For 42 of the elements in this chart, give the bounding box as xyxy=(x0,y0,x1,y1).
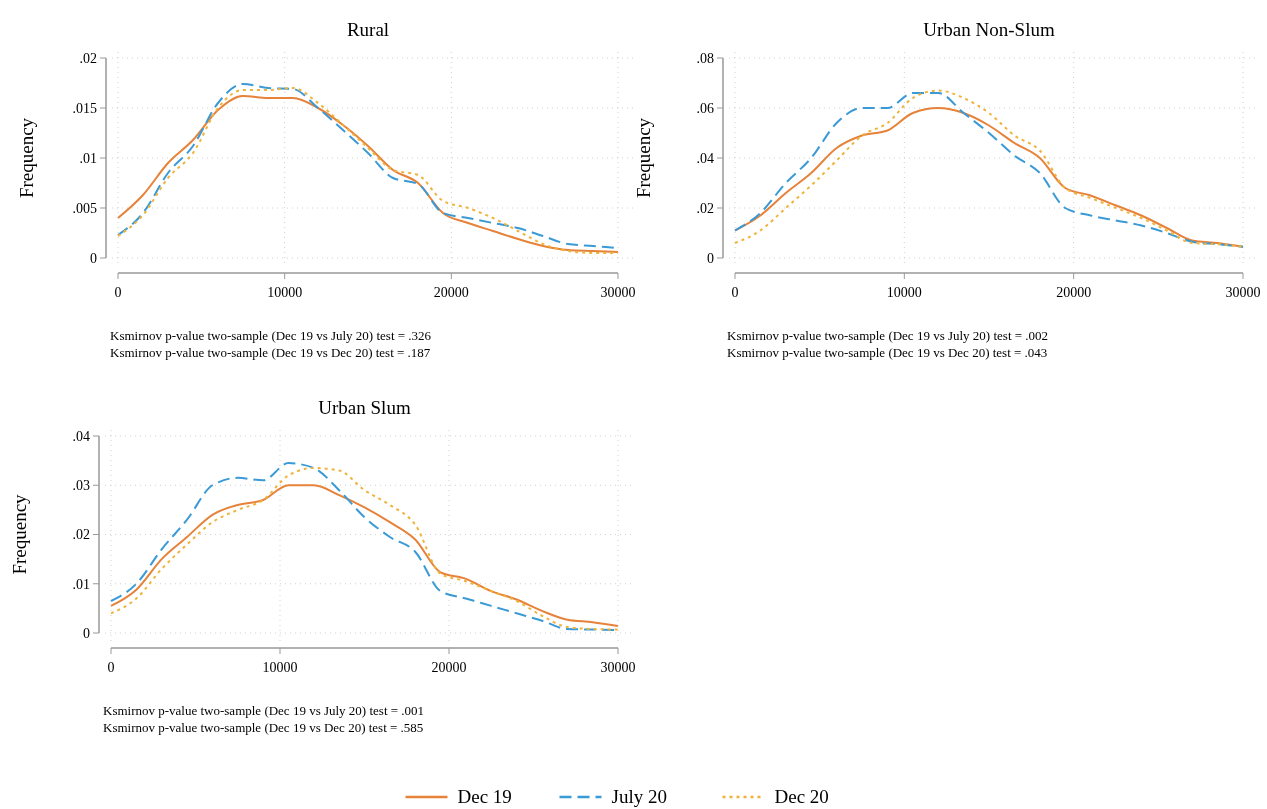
x-tick-label: 0 xyxy=(107,660,115,675)
y-tick-label: .01 xyxy=(72,576,90,592)
y-axis-title: Frequency xyxy=(9,493,30,575)
y-tick-label: .02 xyxy=(696,200,714,216)
text: Ksmirnov p-value two-sample (Dec 19 vs Dec 20) test = .585 xyxy=(103,720,424,735)
y-axis-title: Frequency xyxy=(633,117,654,199)
x-tick-label: 20000 xyxy=(431,660,467,675)
x-tick-label: 30000 xyxy=(1225,285,1261,300)
x-tick-label: 0 xyxy=(731,285,739,300)
y-tick-label: 0 xyxy=(83,625,90,641)
legend-label: Dec 19 xyxy=(457,786,512,807)
x-tick-label: 30000 xyxy=(600,660,636,675)
y-tick-label: .03 xyxy=(72,478,90,494)
y-tick-label: .02 xyxy=(72,527,90,543)
y-tick-label: 0 xyxy=(707,250,714,266)
y-tick-label: .04 xyxy=(72,428,90,444)
x-tick-label: 10000 xyxy=(267,285,303,300)
y-axis-title: Frequency xyxy=(16,117,37,199)
y-tick-label: .015 xyxy=(72,100,97,116)
x-tick-label: 0 xyxy=(114,285,122,300)
y-tick-label: 0 xyxy=(90,250,97,266)
text: Ksmirnov p-value two-sample (Dec 19 vs July 20) test = .326 xyxy=(110,328,432,343)
text: Ksmirnov p-value two-sample (Dec 19 vs July 20) test = .001 xyxy=(103,703,425,718)
x-tick-label: 30000 xyxy=(600,285,636,300)
y-tick-label: .08 xyxy=(696,50,714,66)
chart-title: Urban Slum xyxy=(318,397,411,418)
y-tick-label: .01 xyxy=(79,150,97,166)
y-tick-label: .005 xyxy=(72,200,97,216)
x-tick-label: 10000 xyxy=(886,285,922,300)
y-tick-label: .04 xyxy=(696,150,714,166)
legend-label: Dec 20 xyxy=(774,786,829,807)
text: Ksmirnov p-value two-sample (Dec 19 vs Dec 20) test = .043 xyxy=(727,345,1048,360)
y-tick-label: .06 xyxy=(696,100,714,116)
x-tick-label: 20000 xyxy=(433,285,469,300)
x-tick-label: 10000 xyxy=(262,660,298,675)
text: Ksmirnov p-value two-sample (Dec 19 vs July 20) test = .002 xyxy=(727,328,1049,343)
chart-title: Rural xyxy=(346,19,390,40)
x-tick-label: 20000 xyxy=(1056,285,1092,300)
y-tick-label: .02 xyxy=(79,50,97,66)
chart-title: Urban Non-Slum xyxy=(923,19,1055,40)
text: Ksmirnov p-value two-sample (Dec 19 vs Dec 20) test = .187 xyxy=(110,345,431,360)
legend-label: July 20 xyxy=(611,786,667,807)
